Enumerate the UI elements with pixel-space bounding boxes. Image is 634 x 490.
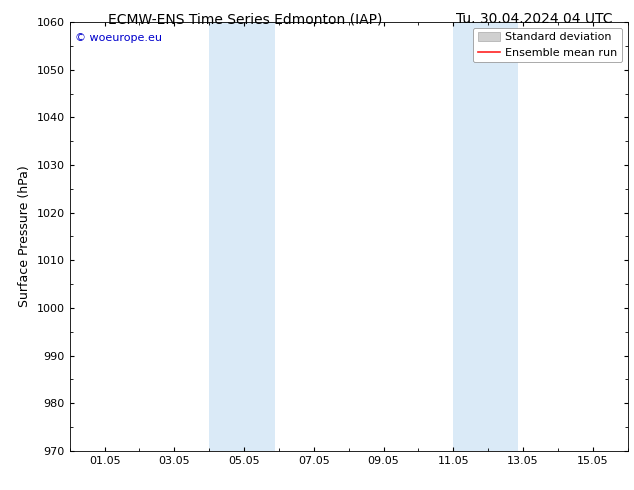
- Legend: Standard deviation, Ensemble mean run: Standard deviation, Ensemble mean run: [473, 27, 622, 62]
- Bar: [453, 22, 518, 451]
- Text: Tu. 30.04.2024 04 UTC: Tu. 30.04.2024 04 UTC: [456, 12, 613, 26]
- Bar: [209, 22, 275, 451]
- Y-axis label: Surface Pressure (hPa): Surface Pressure (hPa): [18, 166, 31, 307]
- Text: ECMW-ENS Time Series Edmonton (IAP): ECMW-ENS Time Series Edmonton (IAP): [108, 12, 382, 26]
- Text: © woeurope.eu: © woeurope.eu: [75, 33, 162, 43]
